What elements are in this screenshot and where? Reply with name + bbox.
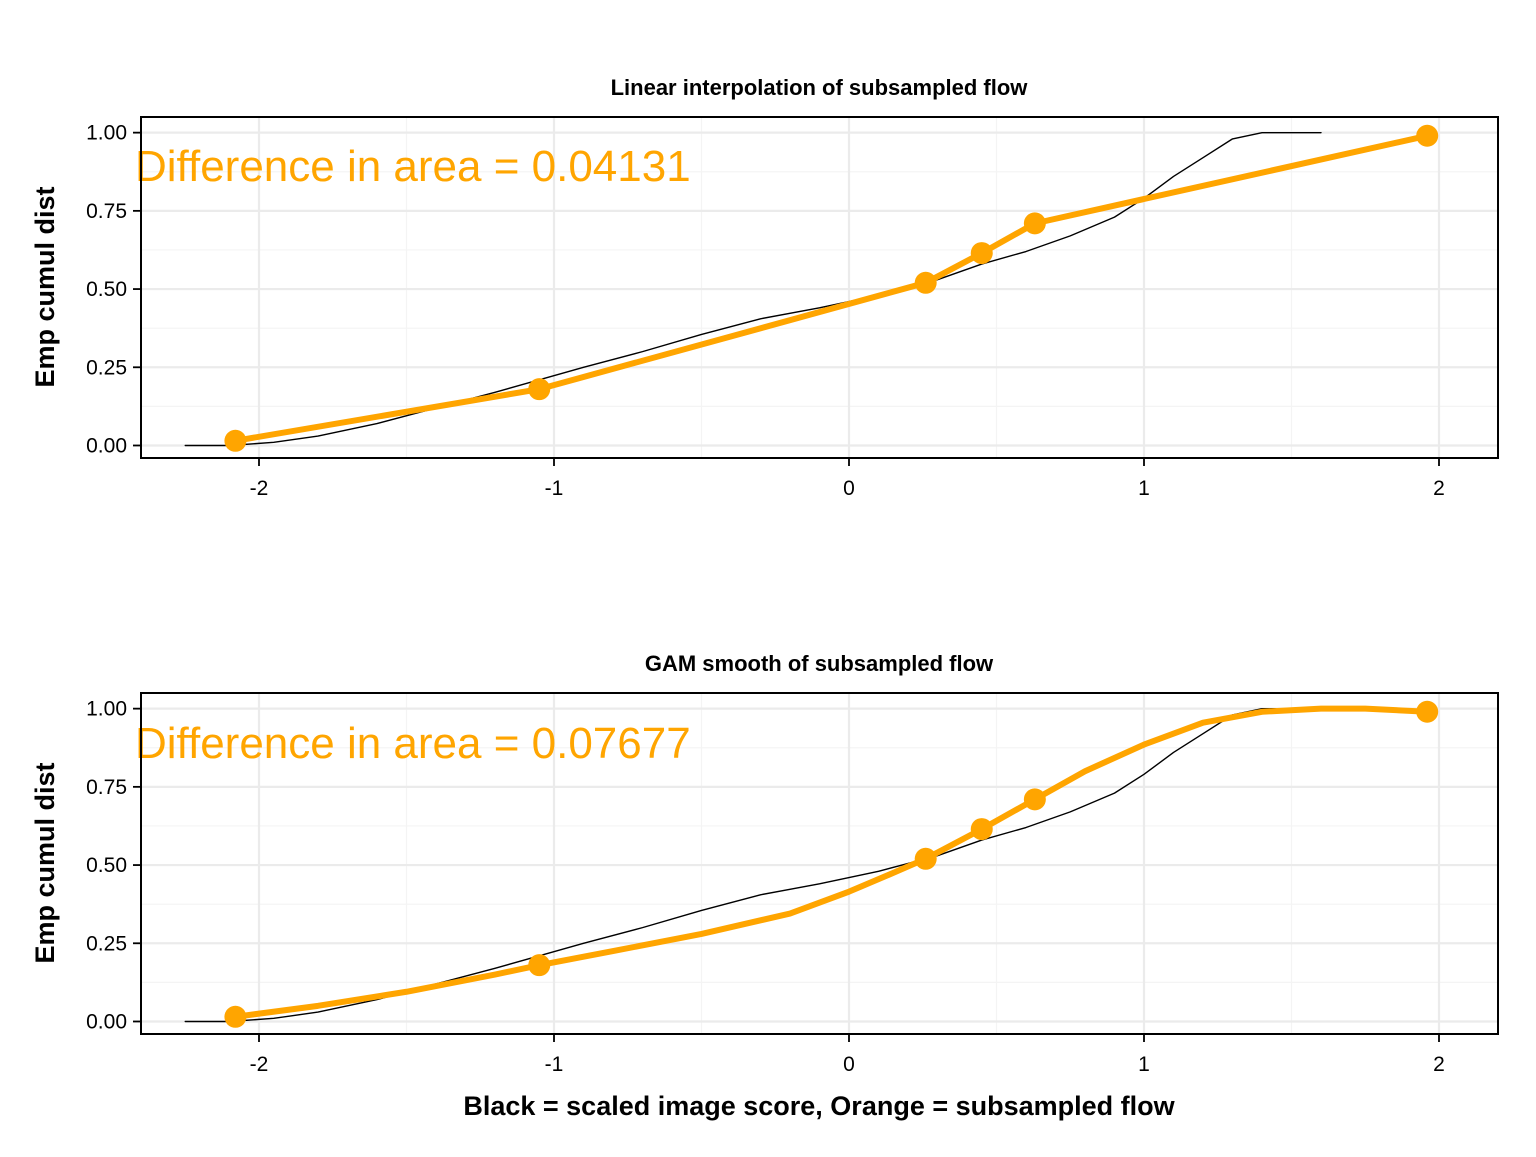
axes: -2 -1 0 1 2 0.00 0.25 0.50 0.75 1.00: [86, 698, 1445, 1076]
subsampled-flow-point: [528, 378, 551, 401]
area-difference-annotation: Difference in area = 0.04131: [135, 142, 691, 191]
x-tick-label: 2: [1433, 477, 1445, 500]
series-layer: [184, 700, 1439, 1028]
y-axis-title: Emp cumul dist: [30, 186, 60, 387]
subsampled-flow-point: [1023, 212, 1046, 235]
series-layer: [184, 124, 1439, 452]
subsampled-flow-point: [224, 1005, 247, 1028]
x-axis-title: Black = scaled image score, Orange = sub…: [463, 1091, 1175, 1121]
subsampled-flow-point: [1416, 700, 1439, 723]
x-tick-label: -2: [250, 1053, 269, 1076]
subsampled-flow-point: [914, 847, 937, 870]
panel-gam: GAM smooth of subsampled flow Difference…: [30, 651, 1499, 1121]
subsampled-flow-point: [528, 954, 551, 977]
subsampled-flow-line: [232, 705, 1431, 1020]
panel-title: GAM smooth of subsampled flow: [645, 651, 994, 676]
y-axis-title: Emp cumul dist: [30, 762, 60, 963]
subsampled-flow-point: [224, 429, 247, 452]
x-tick-label: 0: [843, 477, 855, 500]
x-tick-label: -2: [250, 477, 269, 500]
y-tick-label: 0.50: [86, 854, 127, 877]
x-tick-label: 2: [1433, 1053, 1445, 1076]
y-tick-label: 0.25: [86, 356, 127, 379]
x-tick-label: 1: [1138, 477, 1150, 500]
y-tick-label: 1.00: [86, 698, 127, 721]
subsampled-flow-point: [1416, 124, 1439, 147]
x-tick-label: 1: [1138, 1053, 1150, 1076]
axes: -2 -1 0 1 2 0.00 0.25 0.50 0.75 1.00: [86, 122, 1445, 500]
x-tick-label: -1: [545, 477, 564, 500]
subsampled-flow-point: [1023, 788, 1046, 811]
y-tick-label: 0.25: [86, 932, 127, 955]
subsampled-flow-point: [970, 818, 993, 841]
area-difference-annotation: Difference in area = 0.07677: [135, 719, 691, 768]
panel-border: [140, 116, 1499, 459]
x-tick-label: 0: [843, 1053, 855, 1076]
y-tick-label: 0.00: [86, 1010, 127, 1033]
panel-title: Linear interpolation of subsampled flow: [611, 75, 1029, 100]
y-tick-label: 0.50: [86, 278, 127, 301]
subsampled-flow-point: [914, 271, 937, 294]
x-tick-label: -1: [545, 1053, 564, 1076]
y-tick-label: 0.75: [86, 776, 127, 799]
subsampled-flow-point: [970, 242, 993, 265]
y-tick-label: 0.00: [86, 434, 127, 457]
y-tick-label: 0.75: [86, 200, 127, 223]
subsampled-flow-line: [232, 132, 1431, 444]
panel-linear: Linear interpolation of subsampled flow …: [30, 75, 1499, 500]
y-tick-label: 1.00: [86, 122, 127, 145]
panel-border: [140, 692, 1499, 1035]
